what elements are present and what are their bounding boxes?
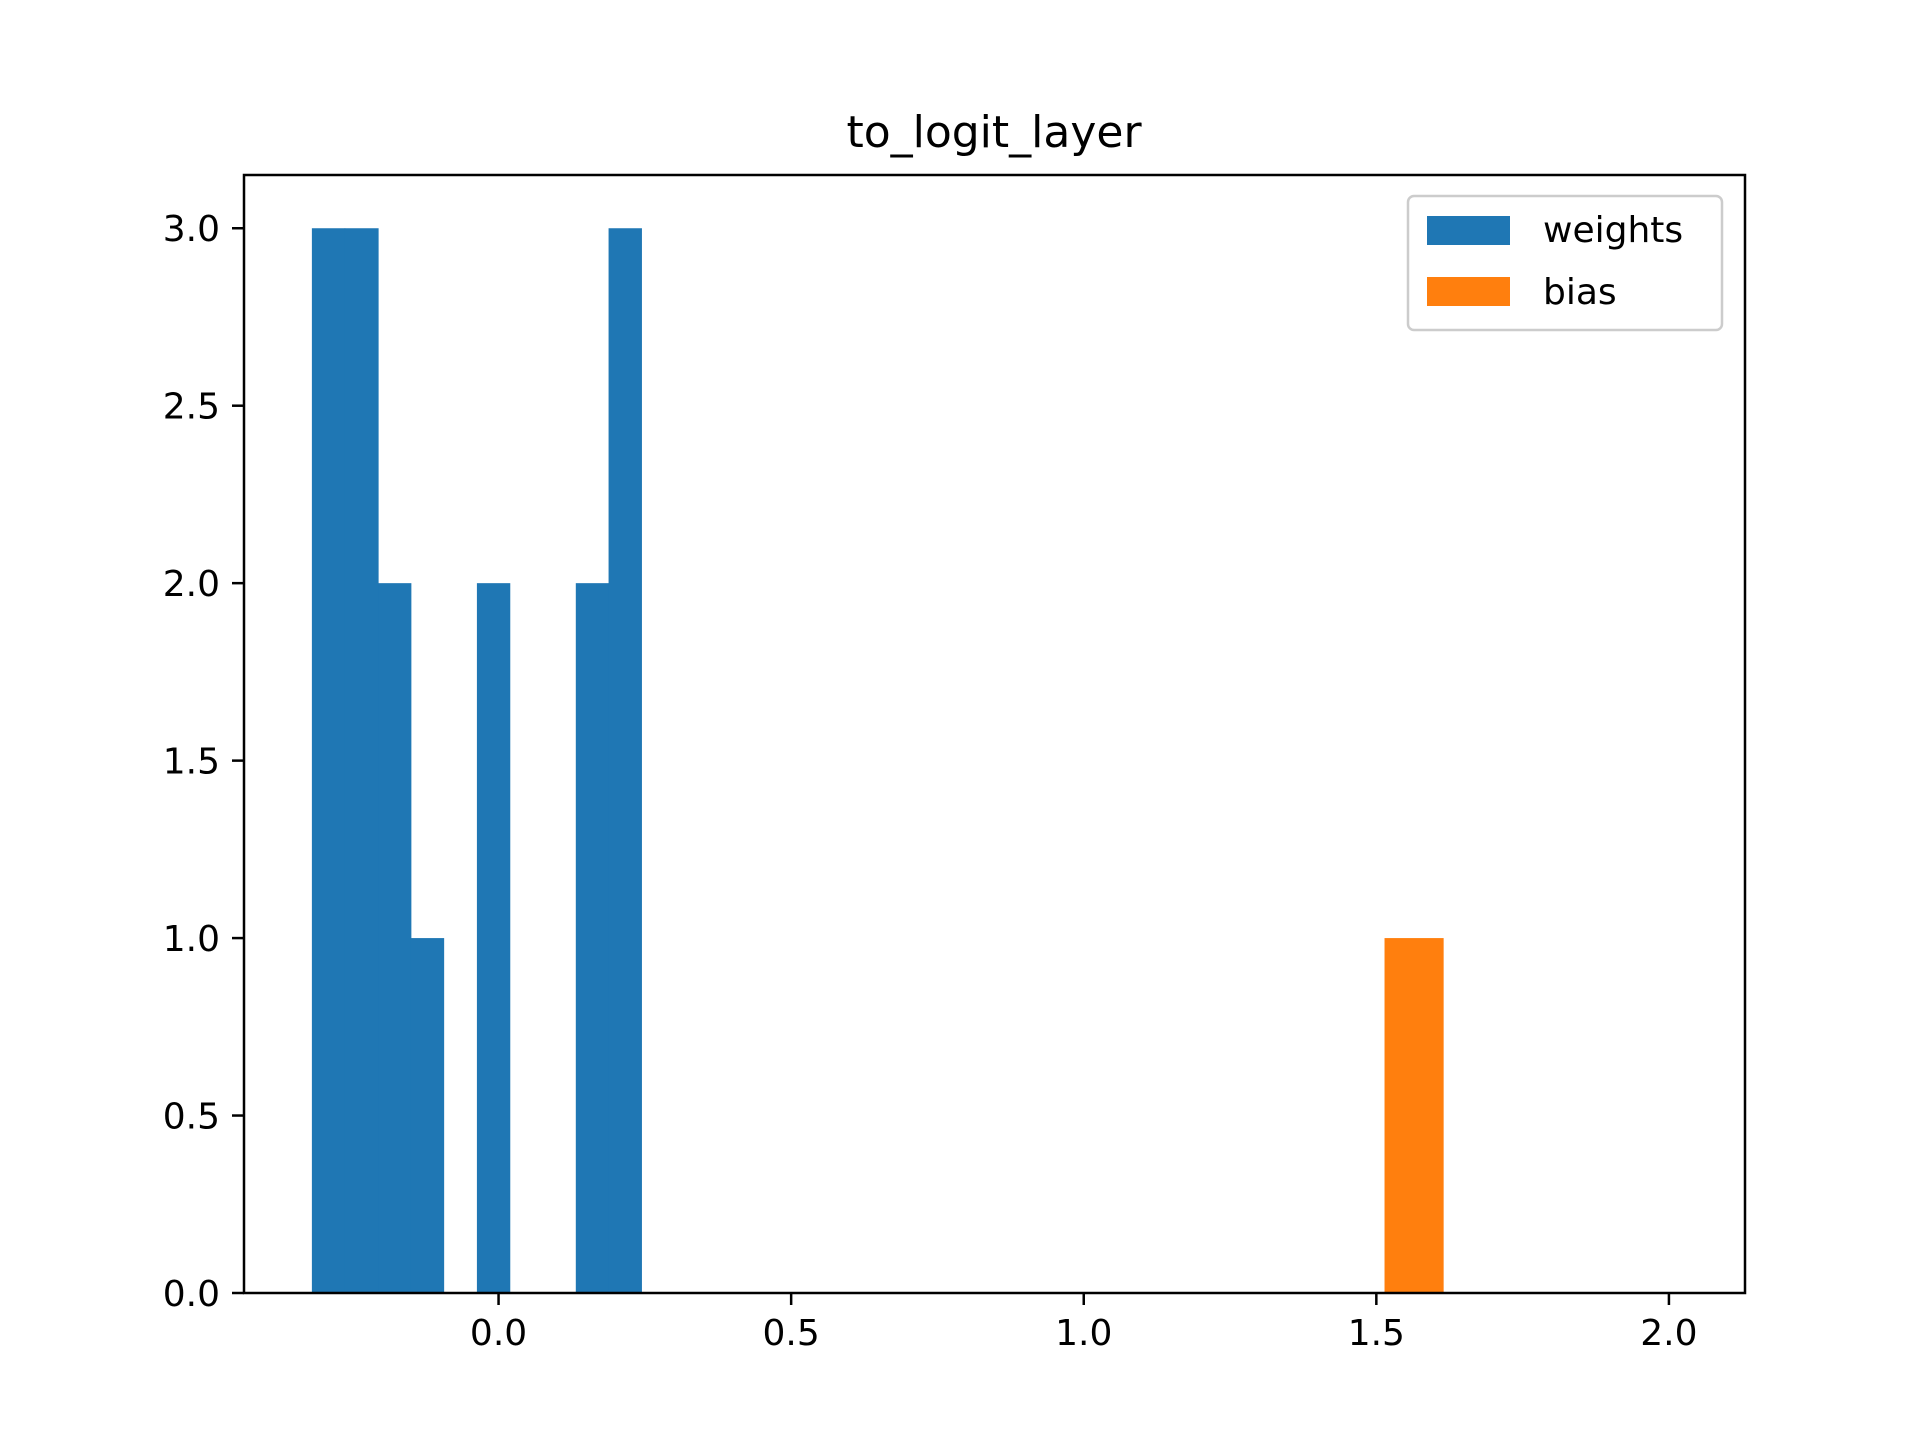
bar-weights-1 xyxy=(344,228,379,1294)
bar-weights-0 xyxy=(311,228,346,1294)
y-axis: 0.0 0.5 1.0 1.5 2.0 2.5 3.0 xyxy=(163,209,244,1315)
y-tick-label: 1.0 xyxy=(163,919,220,960)
bar-weights-2 xyxy=(378,583,412,1293)
legend-swatch-weights xyxy=(1427,216,1510,245)
legend: weights bias xyxy=(1406,194,1724,332)
x-tick-label: 1.5 xyxy=(1348,1313,1405,1354)
y-tick-label: 0.5 xyxy=(163,1097,220,1138)
x-tick-label: 0.5 xyxy=(763,1313,820,1354)
legend-swatch-bias xyxy=(1427,277,1510,306)
chart-title: to_logit_layer xyxy=(846,107,1142,158)
y-tick-label: 0.0 xyxy=(163,1274,220,1315)
x-tick-label: 0.0 xyxy=(470,1313,527,1354)
x-tick-label: 2.0 xyxy=(1640,1313,1697,1354)
y-tick-label: 2.0 xyxy=(163,564,220,605)
x-tick-label: 1.0 xyxy=(1055,1313,1112,1354)
y-tick-label: 2.5 xyxy=(163,387,220,428)
x-axis: 0.0 0.5 1.0 1.5 2.0 xyxy=(470,1293,1698,1354)
bar-weights-3 xyxy=(410,938,445,1293)
y-tick-label: 3.0 xyxy=(163,209,220,250)
bar-weights-8 xyxy=(575,583,610,1293)
bar-weights-5 xyxy=(476,583,511,1293)
legend-label-weights: weights xyxy=(1543,210,1683,251)
bar-bias-0 xyxy=(1384,938,1444,1293)
bars-group xyxy=(311,228,1444,1294)
bar-weights-9 xyxy=(608,228,642,1294)
plot-frame xyxy=(242,173,1747,1295)
y-tick-label: 1.5 xyxy=(163,742,220,783)
legend-label-bias: bias xyxy=(1543,272,1617,313)
